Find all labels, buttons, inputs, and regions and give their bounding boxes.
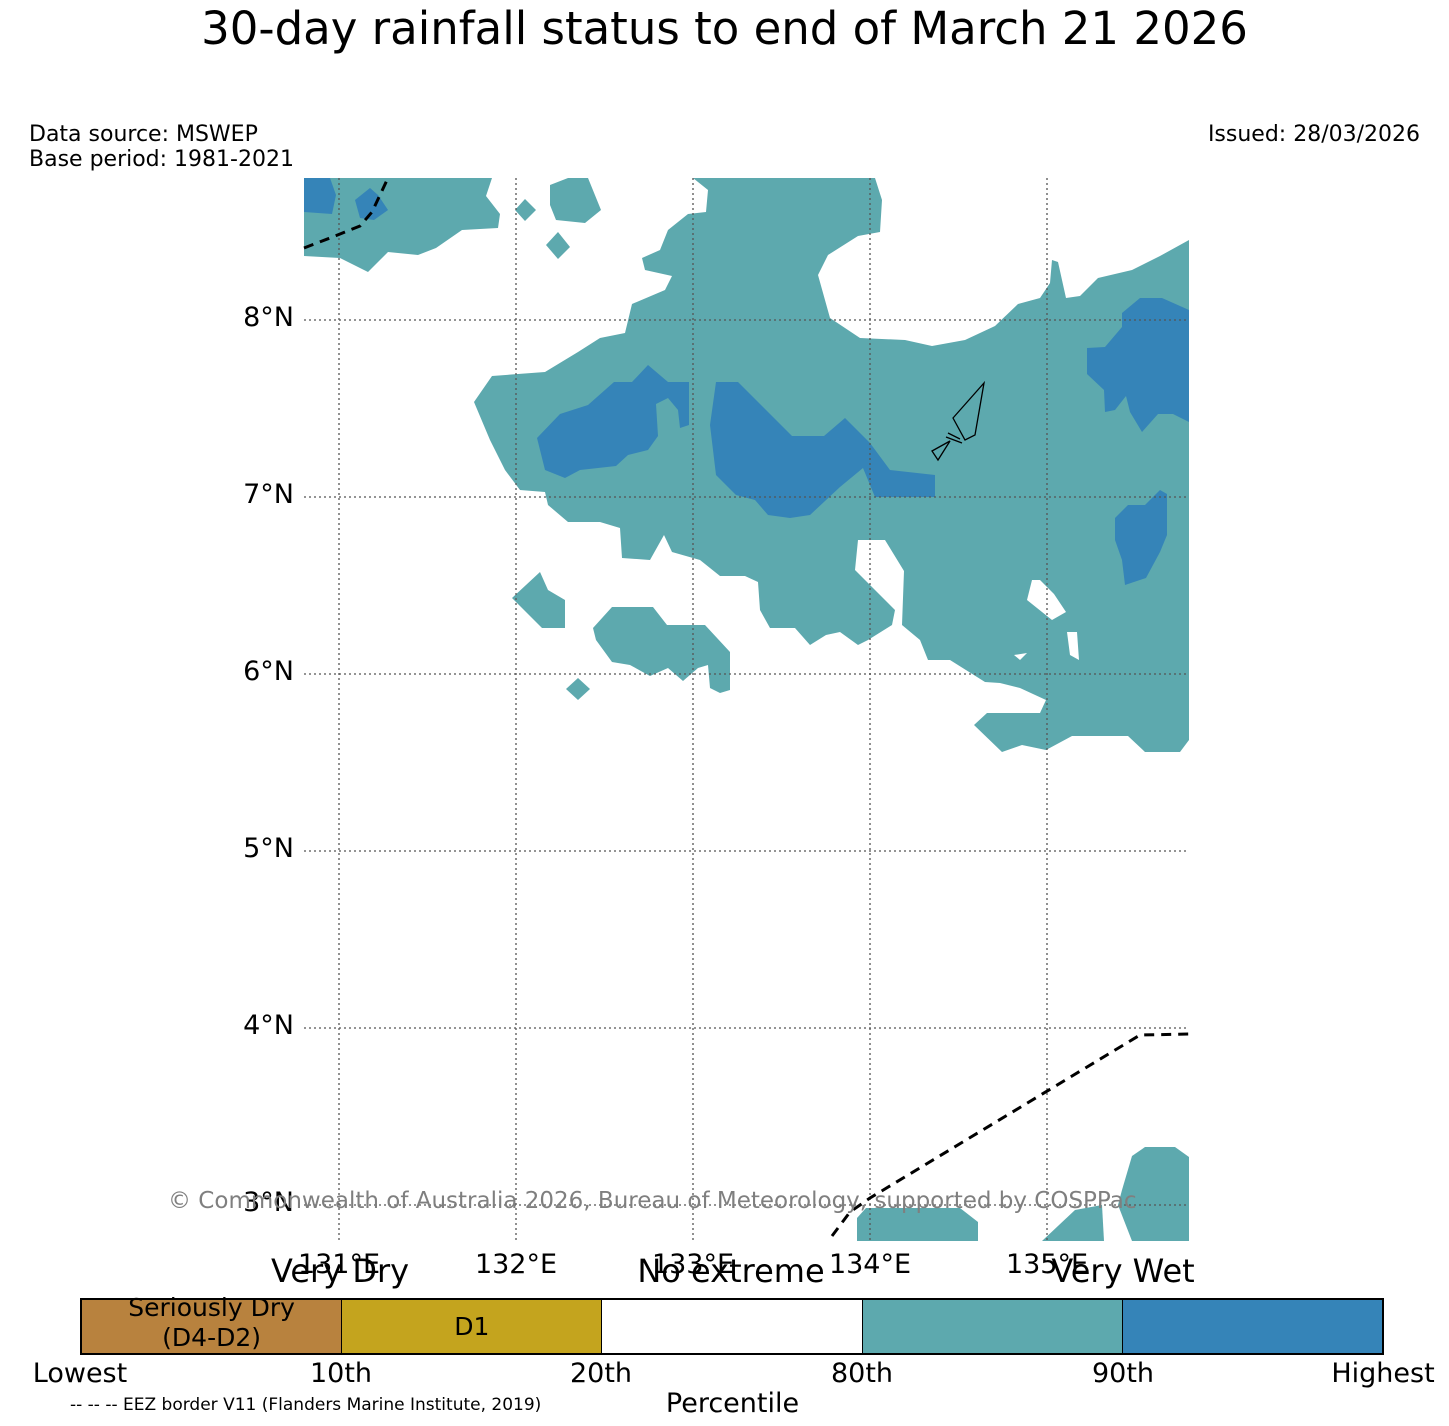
lon-label-132e: 132°E [474, 1249, 558, 1280]
legend-tick-20th: 20th [569, 1358, 633, 1389]
legend-tick-90th: 90th [1091, 1358, 1155, 1389]
very-wet-area-3 [537, 365, 689, 478]
very-wet-area-4 [710, 382, 935, 518]
eez-border-note: -- -- -- EEZ border V11 (Flanders Marine… [70, 1395, 542, 1415]
eez-borders [303, 177, 1190, 1237]
wet-area-south-1 [512, 572, 565, 628]
very-wet-area-6 [1115, 490, 1167, 585]
lat-label-3n: 3°N [243, 1187, 294, 1218]
lon-label-135e: 135°E [1005, 1249, 1089, 1280]
data-source: Data source: MSWEP [29, 122, 258, 147]
lon-label-133e: 133°E [651, 1249, 735, 1280]
copyright-notice: © Commonwealth of Australia 2026, Bureau… [168, 1188, 1137, 1214]
wet-area-southeast-1 [1118, 1147, 1189, 1241]
legend-axis-label: Percentile [665, 1388, 800, 1419]
wet-area-south-3 [857, 1208, 978, 1241]
wet-area-islet-1 [515, 199, 536, 221]
legend-segment-seriously-dry: Seriously Dry (D4-D2) [82, 1293, 343, 1353]
wet-area-islet-4 [566, 678, 590, 700]
very-wet-areas [304, 178, 1189, 585]
legend-segment-above-90 [1122, 1300, 1383, 1353]
lon-label-134e: 134°E [828, 1249, 912, 1280]
reef-outline-main [952, 380, 986, 441]
lat-label-6n: 6°N [243, 656, 294, 687]
legend-colorbar: Seriously Dry (D4-D2) D1 [80, 1293, 1384, 1355]
issued-date: Issued: 28/03/2026 [1207, 122, 1420, 147]
lon-label-131e: 131°E [297, 1249, 381, 1280]
legend-tick-highest: Highest [1331, 1358, 1435, 1389]
map-title: 30-day rainfall status to end of March 2… [201, 2, 1248, 55]
lat-label-5n: 5°N [243, 833, 294, 864]
rainfall-map-area [304, 178, 1189, 1241]
base-period: Base period: 1981-2021 [29, 147, 294, 172]
lat-label-8n: 8°N [243, 302, 294, 333]
eez-border-southeast [830, 1032, 1190, 1237]
legend-tick-80th: 80th [830, 1358, 894, 1389]
wet-area-southeast-2 [1042, 1205, 1104, 1241]
eez-border-northwest [303, 177, 390, 250]
legend-tick-lowest: Lowest [32, 1358, 128, 1389]
reef-outline [931, 380, 986, 462]
wet-area-northwest [304, 178, 500, 272]
very-wet-area-2 [355, 188, 388, 220]
wet-area-islet-3 [546, 232, 570, 259]
lat-label-4n: 4°N [243, 1010, 294, 1041]
wet-area-south-2 [593, 607, 730, 693]
wet-areas [304, 178, 1189, 1241]
legend-tick-10th: 10th [309, 1358, 373, 1389]
legend-segment-80-90 [862, 1300, 1123, 1353]
lat-label-7n: 7°N [243, 479, 294, 510]
reef-outline-islet [931, 440, 951, 462]
very-wet-area-5 [1087, 298, 1189, 432]
legend-segment-no-extreme [602, 1300, 863, 1353]
legend-category-very-dry: Very Dry [270, 1252, 410, 1290]
legend-category-no-extreme: No extreme [637, 1252, 825, 1290]
graticule [304, 178, 1189, 1241]
wet-area-islet-2 [550, 178, 601, 223]
legend-segment-d1: D1 [342, 1300, 603, 1353]
legend-category-very-wet: Very Wet [1051, 1252, 1195, 1290]
very-wet-area-1 [304, 178, 336, 214]
